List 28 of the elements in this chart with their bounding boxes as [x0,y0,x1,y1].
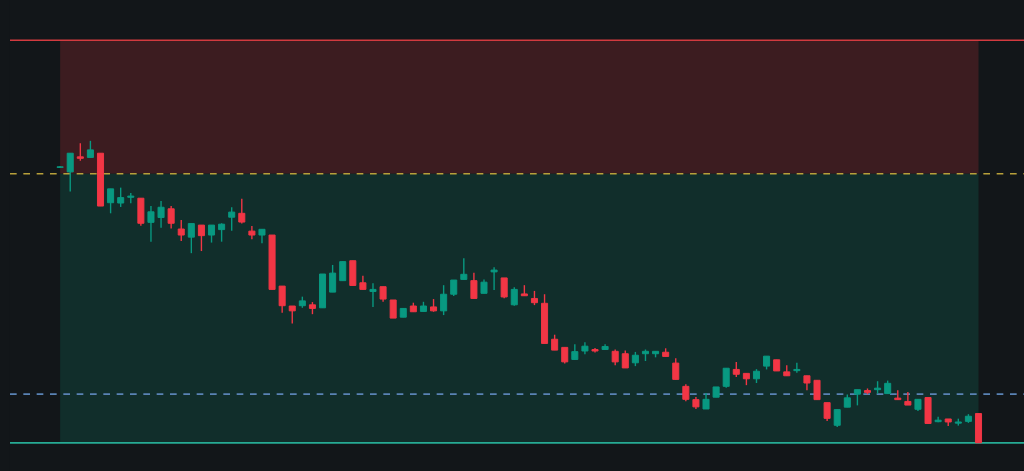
candlestick [722,367,730,389]
candlestick [813,379,821,401]
candlestick [823,401,831,422]
candlestick [389,299,397,319]
candlestick [440,284,448,316]
candlestick [793,362,801,374]
candlestick [147,205,155,243]
candlestick [117,186,125,208]
candlestick [238,198,246,225]
candlestick [278,285,286,314]
candlestick [157,200,165,229]
candlestick [197,224,205,252]
candlestick [329,264,337,293]
candlestick [228,206,236,232]
candlestick [218,222,226,243]
candlestick [460,257,468,281]
candlestick [177,219,185,242]
candlestick [510,286,518,307]
candlestick [66,152,74,193]
candlestick [672,357,680,381]
candlestick [339,261,347,282]
candlestick [490,266,498,291]
candlestick [187,222,195,254]
candlestick [107,188,115,214]
candlestick [369,282,377,308]
candlestick [167,205,175,230]
candlestick [470,272,478,300]
candlestick [904,391,912,406]
